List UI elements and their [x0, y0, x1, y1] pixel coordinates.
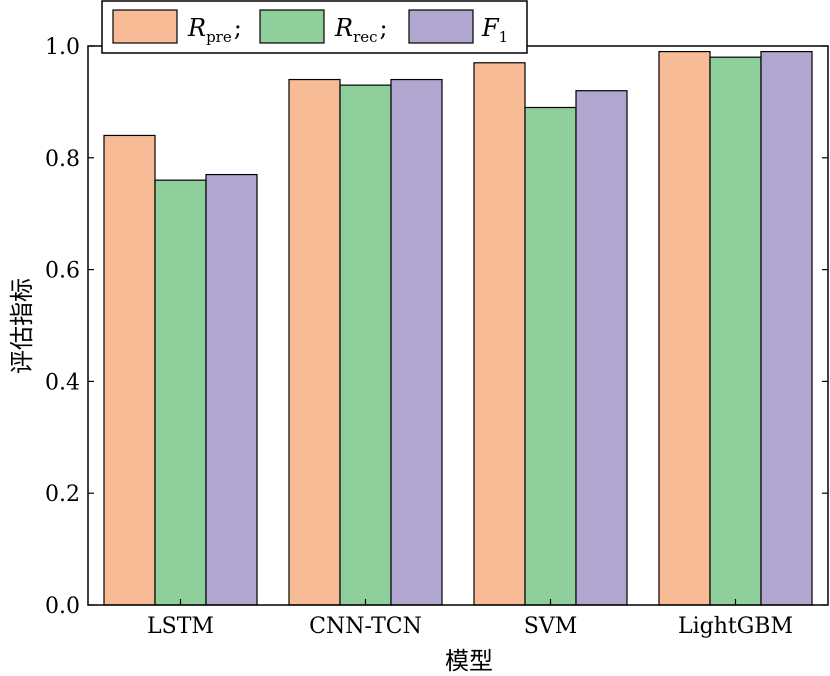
y-tick-label: 0.2 [45, 482, 80, 507]
bar-F_1-CNN-TCN [390, 78, 443, 606]
bar-R_pre-CNN-TCN [288, 78, 341, 606]
legend-swatch-R_rec [259, 9, 325, 44]
x-axis-label: 模型 [445, 647, 493, 675]
x-axis-ticks: LSTM CNN-TCN SVM LightGBM [147, 599, 793, 639]
legend-label-R_rec: Rrec; [334, 14, 388, 46]
bar-R_pre-LightGBM [658, 50, 711, 606]
legend-swatch-R_pre [112, 9, 178, 44]
y-tick-label: 0.0 [45, 594, 80, 619]
y-tick-label: 0.6 [45, 259, 80, 284]
bar-R_pre-SVM [473, 62, 526, 606]
legend-label-F_1: F1 [481, 14, 508, 46]
bar-F_1-LightGBM [760, 50, 813, 606]
legend-label-R_pre: Rpre; [187, 14, 242, 46]
bar-R_rec-CNN-TCN [339, 84, 392, 606]
bar-R_rec-LightGBM [709, 56, 762, 606]
bars-group [103, 50, 813, 606]
y-axis-ticks: 0.0 0.2 0.4 0.6 0.8 1.0 [45, 35, 828, 619]
x-tick-label: LSTM [147, 614, 214, 639]
bar-R_rec-LSTM [154, 179, 207, 606]
bar-R_pre-LSTM [103, 134, 156, 606]
y-tick-label: 0.4 [45, 370, 80, 395]
y-tick-label: 0.8 [45, 147, 80, 172]
legend: Rpre; Rrec; F1 [101, 0, 528, 54]
y-tick-label: 1.0 [45, 35, 80, 60]
x-tick-label: SVM [524, 614, 578, 639]
bar-F_1-SVM [575, 90, 628, 606]
y-axis-label: 评估指标 [8, 278, 36, 374]
legend-swatch-F_1 [408, 9, 474, 44]
bar-F_1-LSTM [205, 173, 258, 606]
x-tick-label: CNN-TCN [309, 614, 422, 639]
x-tick-label: LightGBM [678, 614, 793, 639]
bar-R_rec-SVM [524, 106, 577, 606]
